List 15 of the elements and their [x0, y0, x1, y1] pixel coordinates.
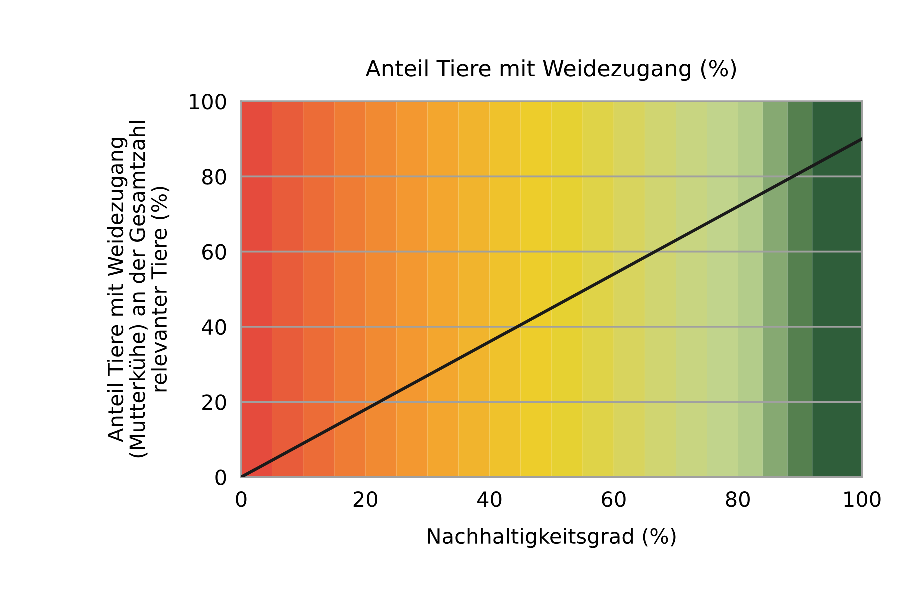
x-tick-label: 60: [602, 492, 626, 508]
y-tick-label: 100: [190, 94, 226, 110]
y-tick-label: 20: [202, 394, 226, 410]
chart-title: Anteil Tiere mit Weidezugang (%): [366, 60, 736, 82]
y-tick-label: 80: [202, 169, 226, 185]
y-tick-label: 60: [202, 244, 226, 260]
y-tick-label: 40: [202, 319, 226, 336]
y-tick-label: 0: [216, 470, 226, 486]
x-axis-title: Nachhaltigkeitsgrad (%): [428, 528, 676, 548]
y-axis-title: Anteil Tiere mit Weidezugang (Mutterkühe) an der Gesamtzahl relevanter Tiere (%): [107, 121, 170, 458]
x-tick-label: 40: [478, 492, 502, 508]
x-tick-label: 100: [844, 492, 881, 508]
x-tick-label: 0: [236, 492, 247, 508]
x-tick-label: 20: [354, 492, 378, 508]
x-tick-label: 80: [726, 492, 750, 508]
